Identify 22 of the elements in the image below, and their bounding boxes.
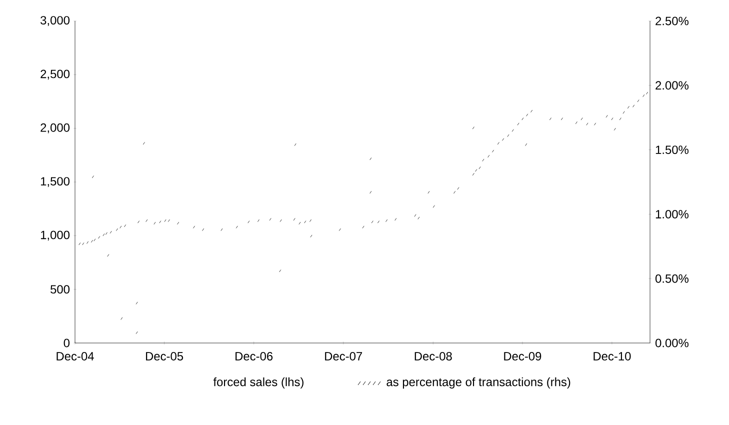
y-tick-label: 1,500 — [40, 177, 70, 187]
x-tick-label: Dec-10 — [594, 352, 631, 360]
y-tick-label: 2,500 — [40, 70, 70, 80]
y2-tick-label: 1.50% — [656, 146, 688, 154]
x-tick-label: Dec-06 — [236, 352, 273, 360]
y2-tick-label: 1.00% — [656, 210, 688, 218]
y2-tick-label: 2.50% — [656, 16, 688, 26]
y-tick-label: 500 — [50, 285, 70, 294]
legend-label: as percentage of transactions (rhs) — [386, 377, 570, 389]
x-tick-label: Dec-04 — [56, 352, 94, 360]
x-tick-label: Dec-07 — [325, 352, 362, 360]
x-tick-label: Dec-05 — [146, 352, 184, 360]
y2-tick-label: 0.00% — [655, 338, 688, 348]
y-tick-label: 2,000 — [40, 123, 70, 134]
y2-tick-label: 2.00% — [656, 81, 688, 90]
y-tick-label: 1,000 — [40, 230, 70, 241]
y-tick-label: 0 — [64, 338, 70, 348]
y-tick-label: 3,000 — [40, 16, 70, 26]
legend-label: forced sales (lhs) — [213, 377, 304, 389]
x-tick-label: Dec-08 — [414, 352, 452, 360]
y2-tick-label: 0.50% — [655, 274, 688, 283]
x-tick-label: Dec-09 — [504, 352, 542, 360]
